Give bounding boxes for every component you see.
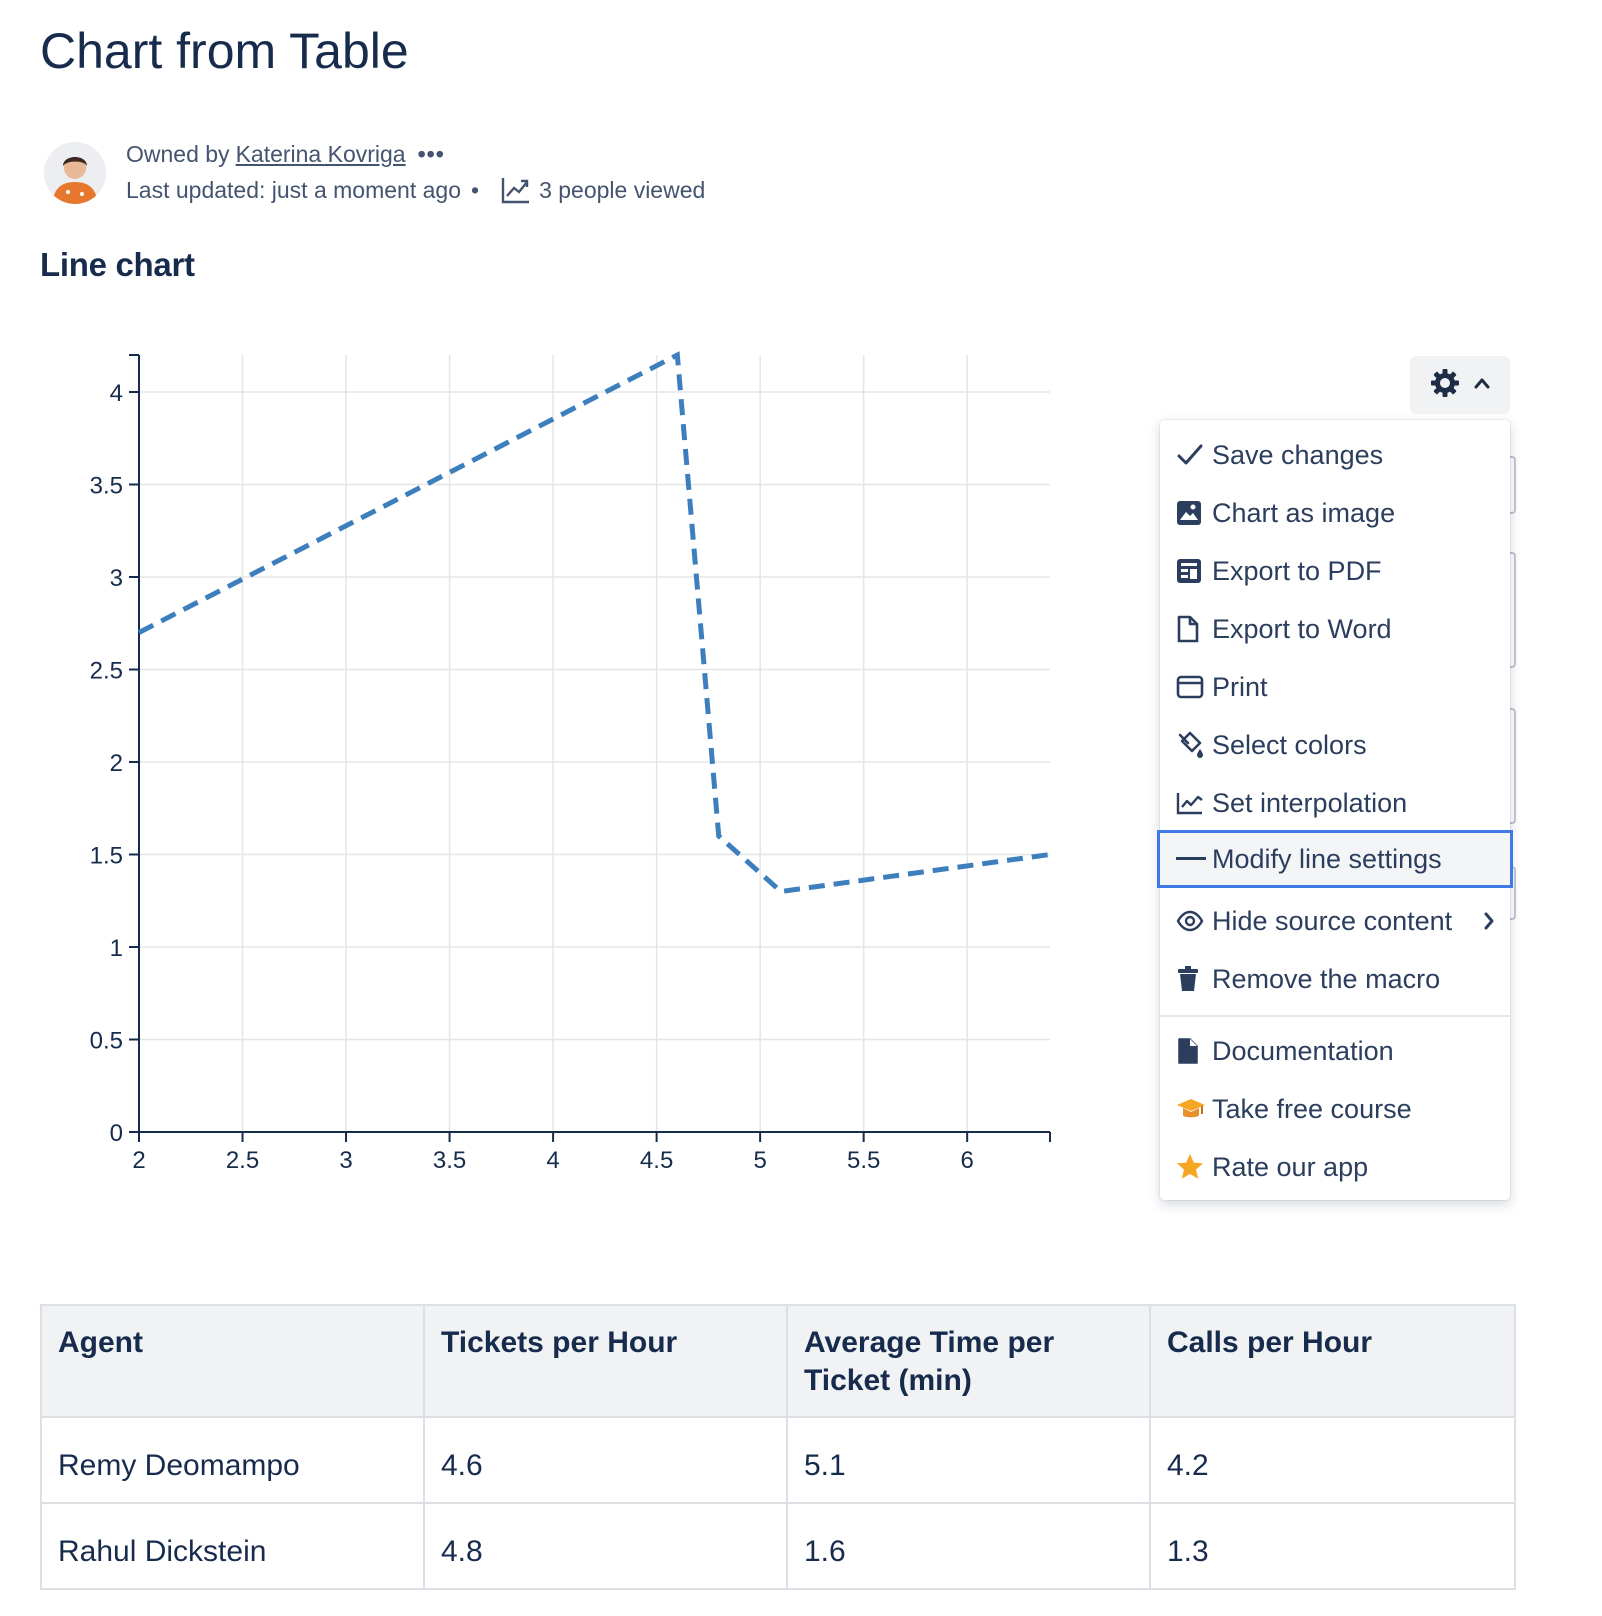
file-icon [1176,1036,1206,1066]
menu-item-print[interactable]: Print [1160,658,1510,716]
menu-item-documentation[interactable]: Documentation [1160,1022,1510,1080]
source-data-table: Agent Tickets per Hour Average Time per … [40,1304,1516,1590]
pdf-icon [1176,556,1206,586]
last-updated-text: Last updated: just a moment ago [126,177,461,203]
table-cell: 4.8 [423,1502,788,1590]
table-cell: 1.6 [786,1502,1151,1590]
y-tick-label: 1.5 [90,843,123,870]
table-cell: 5.1 [786,1416,1151,1504]
menu-item-select-colors[interactable]: Select colors [1160,716,1510,774]
menu-item-label: Remove the macro [1212,963,1441,994]
check-icon [1176,440,1206,470]
byline-separator: • [471,177,480,203]
gear-icon [1430,368,1460,403]
owned-by-label: Owned by [126,141,230,167]
menu-edge-outline [1508,708,1516,824]
menu-edge-outline [1508,552,1516,668]
more-actions-button[interactable]: ••• [417,141,445,167]
table-cell: Rahul Dickstein [40,1502,425,1590]
menu-item-save-changes[interactable]: Save changes [1160,426,1510,484]
chevron-right-icon [1482,908,1496,939]
y-tick-label: 0 [110,1120,123,1147]
x-tick-label: 4.5 [640,1147,673,1174]
menu-item-remove-the-macro[interactable]: Remove the macro [1160,950,1510,1008]
y-tick-label: 3.5 [90,473,123,500]
owner-avatar[interactable] [44,142,106,204]
menu-item-rate-our-app[interactable]: Rate our app [1160,1138,1510,1196]
menu-item-label: Save changes [1212,439,1384,470]
menu-item-label: Take free course [1212,1093,1412,1124]
menu-item-set-interpolation[interactable]: Set interpolation [1160,774,1510,832]
print-icon [1176,672,1206,702]
menu-item-label: Rate our app [1212,1151,1369,1182]
menu-item-label: Documentation [1212,1035,1394,1066]
y-tick-label: 2 [110,750,123,777]
line-icon [1176,844,1206,874]
table-header-cell: Tickets per Hour [423,1304,788,1418]
table-header-row: Agent Tickets per Hour Average Time per … [40,1304,1516,1418]
trash-icon [1176,964,1206,994]
x-tick-label: 6 [961,1147,974,1174]
menu-edge-outline [1508,456,1516,514]
menu-item-label: Export to PDF [1212,555,1382,586]
page-title: Chart from Table [40,23,409,79]
x-tick-label: 2.5 [226,1147,259,1174]
menu-item-take-free-course[interactable]: Take free course [1160,1080,1510,1138]
owner-name-link[interactable]: Katerina Kovriga [235,141,406,167]
table-header-cell: Average Time per Ticket (min) [786,1304,1151,1418]
table-cell: 1.3 [1149,1502,1516,1590]
menu-item-label: Hide source content [1212,905,1453,936]
menu-item-export-to-word[interactable]: Export to Word [1160,600,1510,658]
menu-item-label: Chart as image [1212,497,1396,528]
menu-item-modify-line-settings[interactable]: Modify line settings [1157,830,1513,888]
star-icon [1176,1152,1206,1182]
avatar-image [44,142,106,204]
image-icon [1176,498,1206,528]
menu-item-label: Export to Word [1212,613,1392,644]
y-tick-label: 4 [110,380,123,407]
menu-item-label: Set interpolation [1212,787,1408,818]
line-chart: 0 0.5 1 1.5 2 2.5 3 3.5 4 2 2.5 3 3.5 4 4.5 5 5.5 6 [90,351,1051,1174]
table-cell: 4.6 [423,1416,788,1504]
series-line [137,351,1051,895]
x-tick-label: 5 [753,1147,766,1174]
menu-item-export-to-pdf[interactable]: Export to PDF [1160,542,1510,600]
views-count-link[interactable]: 3 people viewed [539,177,706,203]
menu-item-chart-as-image[interactable]: Chart as image [1160,484,1510,542]
y-tick-label: 0.5 [90,1028,123,1055]
x-tick-label: 3.5 [433,1147,466,1174]
y-tick-label: 3 [110,565,123,592]
eye-icon [1176,906,1206,936]
graduation-cap-icon [1176,1094,1206,1124]
y-tick-label: 2.5 [90,658,123,685]
menu-divider [1160,1015,1510,1017]
menu-item-label: Modify line settings [1212,843,1442,874]
y-tick-label: 1 [110,935,123,962]
page-byline: Owned by Katerina Kovriga ••• Last updat… [126,136,705,208]
table-row: Remy Deomampo 4.6 5.1 4.2 [40,1416,1516,1504]
table-cell: 4.2 [1149,1416,1516,1504]
x-tick-label: 2 [132,1147,145,1174]
section-heading: Line chart [40,246,195,283]
chevron-up-icon [1474,376,1490,394]
table-header-cell: Agent [40,1304,425,1418]
menu-item-label: Select colors [1212,729,1367,760]
menu-item-label: Print [1212,671,1268,702]
table-row: Rahul Dickstein 4.8 1.6 1.3 [40,1502,1516,1590]
x-tick-label: 3 [339,1147,352,1174]
table-header-cell: Calls per Hour [1149,1304,1516,1418]
line-graph-icon [1176,788,1206,818]
table-cell: Remy Deomampo [40,1416,425,1504]
analytics-icon[interactable] [501,176,531,204]
chart-settings-button[interactable] [1410,356,1510,414]
paint-bucket-icon [1176,730,1206,760]
document-icon [1176,614,1206,644]
x-tick-label: 4 [546,1147,559,1174]
chart-actions-menu: Save changes Chart as image Export to PD… [1157,420,1513,1200]
x-tick-label: 5.5 [847,1147,880,1174]
menu-item-hide-source-content[interactable]: Hide source content [1160,892,1510,950]
